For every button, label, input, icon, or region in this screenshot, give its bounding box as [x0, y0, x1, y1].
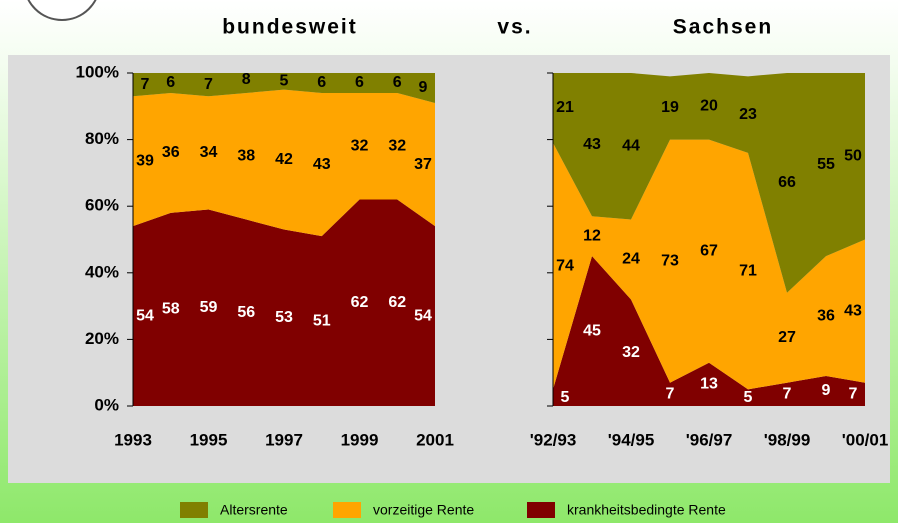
data-label: 20 [700, 98, 718, 115]
legend-swatch [180, 502, 208, 518]
data-label: 56 [237, 304, 255, 321]
data-label: 42 [275, 151, 293, 168]
data-label: 55 [817, 156, 835, 173]
data-label: 32 [351, 137, 369, 154]
data-label: 32 [622, 344, 640, 361]
data-label: 71 [739, 262, 757, 279]
data-label: 54 [136, 307, 154, 324]
data-label: 6 [317, 74, 326, 91]
y-tick-label: 0% [94, 395, 119, 414]
data-label: 9 [822, 382, 831, 399]
x-tick-label: '98/99 [764, 430, 811, 449]
x-tick-label: 1997 [265, 430, 303, 449]
connector: vs. [497, 16, 532, 39]
data-label: 34 [200, 144, 218, 161]
data-label: 5 [280, 73, 289, 90]
plot-area [133, 73, 435, 406]
data-label: 73 [661, 252, 679, 269]
logo [27, 0, 97, 21]
data-label: 45 [583, 322, 601, 339]
data-label: 43 [313, 156, 331, 173]
data-label: 19 [661, 99, 679, 116]
legend-label: vorzeitige Rente [373, 502, 474, 518]
data-label: 6 [355, 74, 364, 91]
data-label: 54 [414, 307, 432, 324]
data-label: 27 [778, 329, 796, 346]
chart-title: Sachsen [673, 16, 773, 39]
data-label: 24 [622, 251, 640, 268]
data-label: 7 [849, 386, 858, 403]
data-label: 9 [419, 79, 428, 96]
data-label: 51 [313, 312, 331, 329]
x-tick-label: '92/93 [530, 430, 577, 449]
data-label: 44 [622, 137, 640, 154]
data-label: 39 [136, 152, 154, 169]
chart-title: bundesweit [222, 16, 358, 39]
x-tick-label: 1993 [114, 430, 152, 449]
y-tick-label: 100% [76, 62, 119, 81]
data-label: 66 [778, 174, 796, 191]
data-label: 5 [744, 389, 753, 406]
data-label: 74 [556, 257, 574, 274]
x-tick-label: 2001 [416, 430, 454, 449]
y-tick-label: 20% [85, 329, 119, 348]
data-label: 7 [204, 76, 213, 93]
data-label: 36 [817, 307, 835, 324]
data-label: 21 [556, 99, 574, 116]
data-label: 50 [844, 147, 862, 164]
x-tick-label: '96/97 [686, 430, 733, 449]
x-tick-label: '00/01 [842, 430, 889, 449]
data-label: 5 [561, 389, 570, 406]
x-tick-label: '94/95 [608, 430, 655, 449]
data-label: 12 [583, 227, 601, 244]
data-label: 62 [351, 294, 369, 311]
legend-label: krankheitsbedingte Rente [567, 502, 726, 518]
area [133, 89, 435, 237]
data-label: 7 [141, 76, 150, 93]
x-tick-label: 1999 [341, 430, 379, 449]
y-tick-label: 80% [85, 129, 119, 148]
legend-swatch [333, 502, 361, 518]
area [553, 256, 865, 406]
data-label: 67 [700, 242, 718, 259]
plot-area [553, 73, 865, 406]
data-label: 58 [162, 301, 180, 318]
data-label: 38 [237, 147, 255, 164]
area [553, 73, 865, 293]
data-label: 7 [783, 386, 792, 403]
data-label: 6 [166, 74, 175, 91]
data-label: 43 [583, 136, 601, 153]
data-label: 37 [414, 156, 432, 173]
data-label: 36 [162, 144, 180, 161]
legend-swatch [527, 502, 555, 518]
data-label: 7 [666, 386, 675, 403]
data-label: 59 [200, 299, 218, 316]
area [133, 199, 435, 406]
data-label: 13 [700, 376, 718, 393]
area [133, 73, 435, 103]
data-label: 8 [242, 71, 251, 88]
data-label: 32 [388, 137, 406, 154]
data-label: 6 [393, 74, 402, 91]
legend-label: Altersrente [220, 502, 288, 518]
y-tick-label: 40% [85, 262, 119, 281]
area [553, 139, 865, 390]
data-label: 23 [739, 106, 757, 123]
data-label: 43 [844, 302, 862, 319]
x-tick-label: 1995 [190, 430, 228, 449]
y-tick-label: 60% [85, 196, 119, 215]
data-label: 62 [388, 294, 406, 311]
data-label: 53 [275, 309, 293, 326]
legend: Altersrente vorzeitige Rente krankheitsbed… [180, 502, 726, 518]
